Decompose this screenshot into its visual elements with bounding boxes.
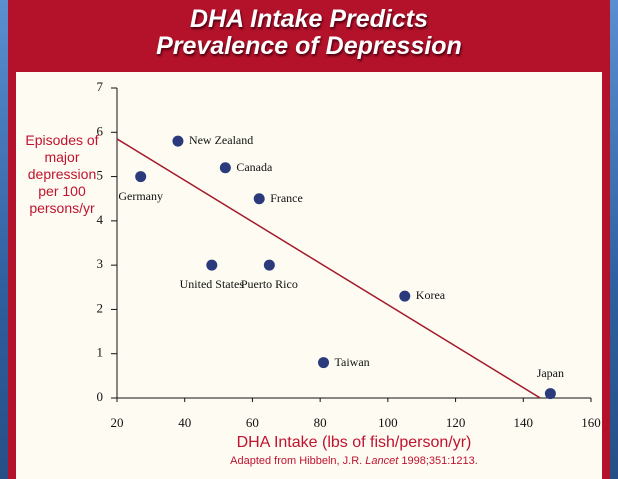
point-label: Canada	[236, 160, 272, 174]
point-label: France	[270, 191, 303, 205]
y-tick-label: 0	[97, 389, 104, 404]
point-label: Germany	[106, 189, 176, 203]
source-citation: 1998;351:1213.	[401, 455, 477, 467]
point	[264, 260, 275, 271]
point-label: Taiwan	[335, 355, 370, 369]
point-label: New Zealand	[189, 133, 253, 147]
chart: 0123456720406080100120140160	[0, 0, 618, 479]
page: DHA Intake Predicts Prevalence of Depres…	[0, 0, 618, 479]
source-note: Adapted from Hibbeln, J.R. Lancet 1998;3…	[117, 455, 591, 467]
x-tick-label: 100	[378, 415, 398, 430]
point	[399, 291, 410, 302]
x-tick-label: 140	[514, 415, 534, 430]
source-text: Adapted from Hibbeln, J.R.	[230, 455, 362, 467]
point	[172, 136, 183, 147]
point	[254, 193, 265, 204]
point	[545, 388, 556, 399]
x-tick-label: 20	[111, 415, 124, 430]
point	[206, 260, 217, 271]
y-tick-label: 3	[97, 256, 104, 271]
point	[220, 162, 231, 173]
y-tick-label: 2	[97, 300, 104, 315]
y-tick-label: 1	[97, 345, 104, 360]
point-label: Korea	[416, 288, 445, 302]
point-label: Japan	[515, 366, 585, 380]
x-tick-label: 160	[581, 415, 601, 430]
trend-line	[117, 139, 540, 398]
x-tick-label: 60	[246, 415, 259, 430]
x-tick-label: 80	[314, 415, 327, 430]
y-tick-label: 7	[97, 79, 104, 94]
y-axis-label: Episodes of major depression per 100 per…	[20, 132, 104, 217]
x-tick-label: 40	[178, 415, 191, 430]
point	[135, 171, 146, 182]
source-journal: Lancet	[365, 455, 398, 467]
x-axis-label: DHA Intake (lbs of fish/person/yr)	[117, 434, 591, 452]
x-tick-label: 120	[446, 415, 466, 430]
point	[318, 357, 329, 368]
point-label: Puerto Rico	[234, 277, 304, 291]
